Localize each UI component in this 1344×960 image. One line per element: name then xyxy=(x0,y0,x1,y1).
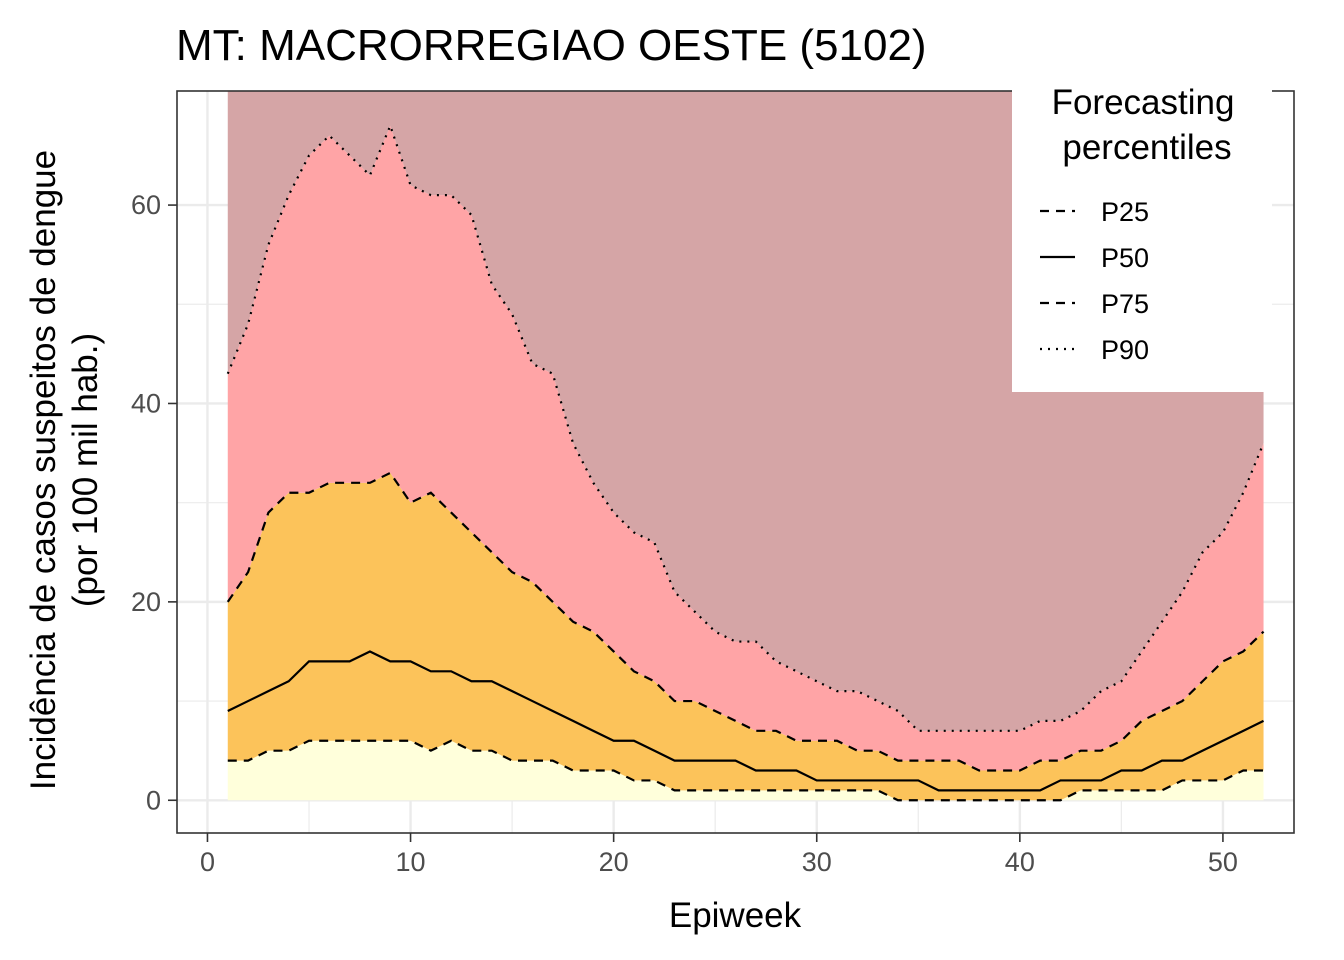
x-tick-label: 40 xyxy=(1005,847,1035,877)
x-tick-label: 20 xyxy=(599,847,629,877)
x-tick-label: 50 xyxy=(1208,847,1238,877)
percentile-lines xyxy=(226,122,1265,802)
legend-title-line2: percentiles xyxy=(1062,128,1231,167)
plot-border xyxy=(176,90,1295,834)
x-axis-ticks: 0 10 20 30 40 50 xyxy=(200,833,1238,877)
legend-background xyxy=(1012,82,1272,392)
band-p25-p75 xyxy=(227,472,1264,801)
y-axis-title-line1: Incidência de casos suspeitos de dengue xyxy=(24,150,63,790)
y-axis-title-line2: (por 100 mil hab.) xyxy=(66,333,105,607)
band-p75-p90 xyxy=(227,125,1264,771)
legend-items: P25 P50 P75 P90 xyxy=(1040,197,1149,365)
line-p75 xyxy=(226,471,1265,772)
x-tick-label: 10 xyxy=(396,847,426,877)
legend-label-p50: P50 xyxy=(1101,243,1149,273)
y-tick-label: 40 xyxy=(131,388,161,418)
line-p50 xyxy=(227,650,1265,792)
line-p25 xyxy=(227,739,1264,802)
legend-label-p25: P25 xyxy=(1101,197,1149,227)
legend-item-p50: P50 xyxy=(1040,243,1149,273)
legend-item-p25: P25 xyxy=(1040,197,1149,227)
band-below-p25 xyxy=(227,740,1264,801)
legend-item-p75: P75 xyxy=(1040,289,1149,319)
y-tick-label: 60 xyxy=(131,190,161,220)
x-tick-label: 0 xyxy=(200,847,215,877)
percentile-bands xyxy=(227,91,1264,801)
legend-label-p90: P90 xyxy=(1101,335,1149,365)
legend-label-p75: P75 xyxy=(1101,289,1149,319)
legend-title-line1: Forecasting xyxy=(1052,83,1235,122)
y-tick-label: 0 xyxy=(146,785,161,815)
band-above-p90 xyxy=(227,91,1264,731)
y-tick-label: 20 xyxy=(131,587,161,617)
x-axis-title: Epiweek xyxy=(669,896,802,935)
legend: Forecasting percentiles P25 P50 P75 P90 xyxy=(1012,82,1272,392)
y-axis-title: Incidência de casos suspeitos de dengue … xyxy=(24,150,105,790)
chart-title: MT: MACRORREGIAO OESTE (5102) xyxy=(176,21,927,70)
y-axis-ticks: 0 20 40 60 xyxy=(131,190,177,815)
legend-item-p90: P90 xyxy=(1040,335,1149,365)
x-tick-label: 30 xyxy=(802,847,832,877)
